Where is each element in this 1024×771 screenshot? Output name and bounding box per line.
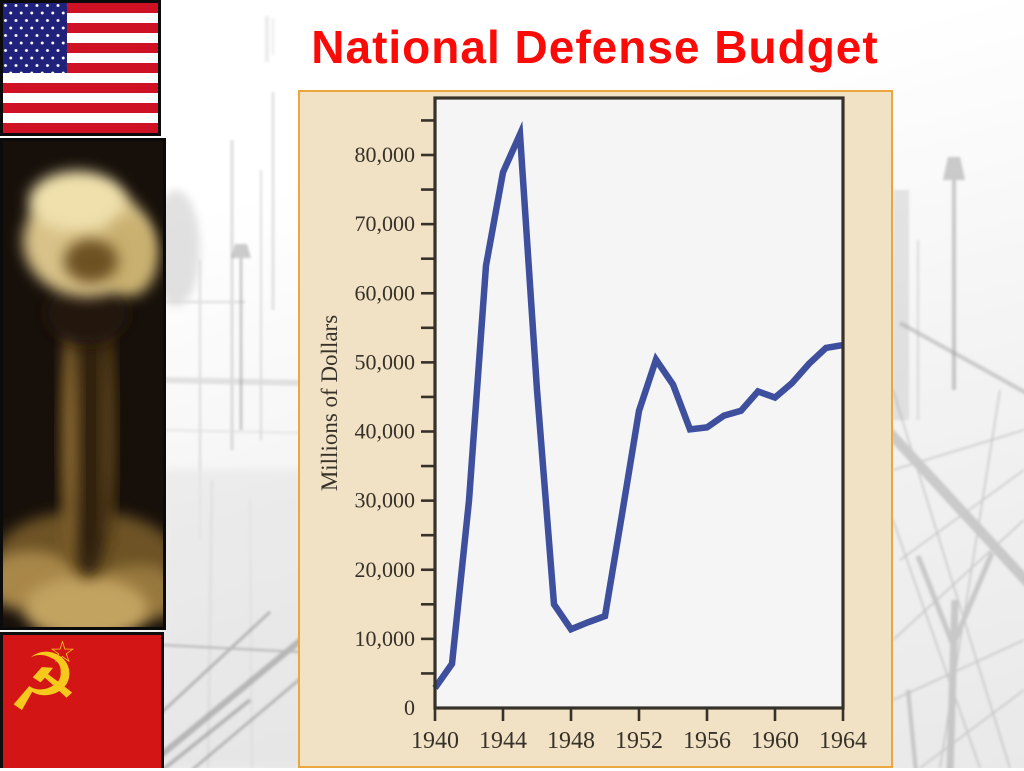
lamppost-silhouette bbox=[231, 157, 965, 430]
y-tick-label: 0 bbox=[404, 695, 415, 720]
y-tick-label: 60,000 bbox=[355, 280, 416, 305]
y-tick-label: 50,000 bbox=[355, 349, 416, 374]
x-tick-label: 1944 bbox=[479, 728, 527, 754]
defense-budget-line-chart: 0 10,000 20,000 30,000 40,000 50,000 60,000 70,… bbox=[317, 96, 867, 754]
y-tick-label: 40,000 bbox=[355, 419, 416, 444]
x-tick-label: 1940 bbox=[411, 728, 459, 754]
x-tick-label: 1952 bbox=[615, 728, 663, 754]
x-tick-label: 1964 bbox=[819, 728, 867, 754]
star-outline-icon: ☆ bbox=[49, 635, 76, 670]
x-tick-label: 1948 bbox=[547, 728, 595, 754]
y-tick-label: 30,000 bbox=[355, 488, 416, 513]
y-tick-label: 80,000 bbox=[355, 142, 416, 167]
plot-border bbox=[433, 96, 845, 710]
budget-line bbox=[432, 121, 844, 690]
mushroom-cloud-illustration bbox=[3, 141, 163, 627]
us-flag-image bbox=[0, 0, 161, 136]
defense-budget-chart-panel: 0 10,000 20,000 30,000 40,000 50,000 60,000 70,… bbox=[298, 90, 893, 768]
barbed-wire-silhouette bbox=[874, 321, 1024, 768]
x-tick-label: 1956 bbox=[683, 728, 731, 754]
x-tick-label: 1960 bbox=[751, 728, 799, 754]
ruined-city-backdrop bbox=[152, 16, 919, 768]
page-title: National Defense Budget bbox=[311, 21, 879, 73]
ussr-flag-image: ☆ ☭ bbox=[0, 632, 164, 768]
mushroom-cloud-image bbox=[0, 138, 166, 630]
hammer-sickle-icon: ☭ bbox=[7, 636, 79, 729]
y-axis-title: Millions of Dollars bbox=[317, 315, 342, 491]
y-tick-label: 20,000 bbox=[355, 557, 416, 582]
y-tick-label: 70,000 bbox=[355, 211, 416, 236]
us-flag-star-field bbox=[3, 3, 67, 73]
y-tick-label: 10,000 bbox=[355, 626, 416, 651]
tank-trap-silhouette bbox=[158, 610, 333, 768]
